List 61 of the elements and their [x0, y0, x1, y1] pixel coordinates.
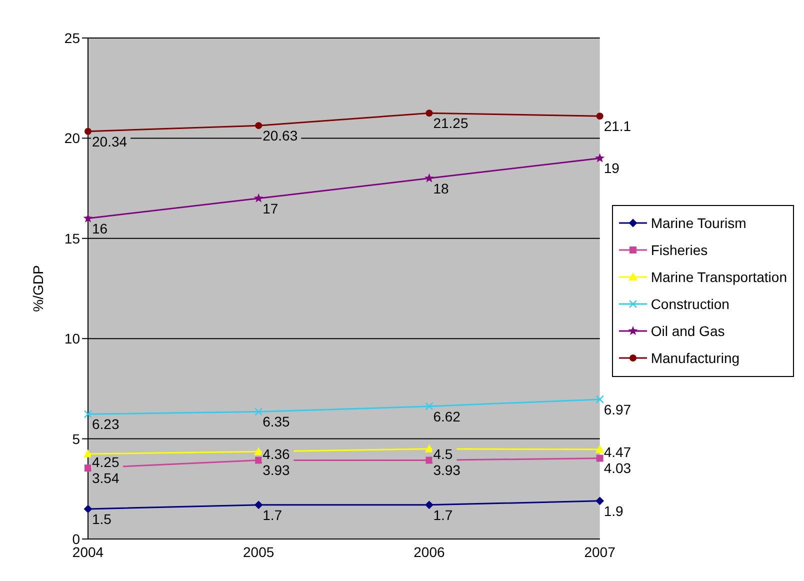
legend-label: Construction	[650, 296, 730, 312]
data-label: 6.23	[92, 416, 120, 432]
data-label: 4.25	[92, 454, 120, 470]
data-label: 4.5	[433, 446, 453, 462]
point	[426, 110, 433, 117]
data-label: 17	[262, 200, 278, 216]
data-label: 3.93	[433, 462, 461, 478]
point	[84, 504, 92, 513]
legend-label: Fisheries	[650, 242, 708, 258]
point	[84, 410, 92, 418]
legend-label: Marine Transportation	[650, 269, 787, 285]
data-label: 1.9	[604, 502, 624, 519]
data-label: 21.1	[604, 118, 632, 134]
legend-label: Manufacturing	[650, 350, 740, 366]
x-tick-label: 2005	[243, 544, 274, 560]
data-label: 4.03	[604, 460, 632, 476]
data-label: 6.97	[604, 401, 632, 418]
point	[84, 464, 92, 472]
point	[596, 496, 604, 505]
data-label: 1.7	[433, 506, 453, 523]
point	[596, 454, 604, 462]
point	[84, 128, 92, 135]
data-label: 4.36	[262, 446, 290, 462]
x-tick-label: 2006	[414, 544, 445, 560]
data-label: 4.47	[604, 444, 632, 460]
point	[84, 449, 92, 458]
data-label: 20.63	[262, 128, 298, 144]
data-label: 3.54	[92, 470, 120, 486]
data-label: 18	[433, 180, 449, 196]
y-tick-label: 5	[72, 430, 80, 447]
y-tick-label: 15	[64, 230, 80, 246]
point	[254, 408, 263, 416]
data-label: 1.5	[92, 510, 112, 527]
point	[425, 500, 434, 509]
y-tick-label: 25	[64, 30, 80, 46]
legend-label: Marine Tourism	[650, 215, 746, 231]
data-label: 16	[92, 220, 108, 236]
point	[595, 444, 604, 453]
data-label: 19	[604, 160, 620, 176]
data-label: 21.25	[433, 115, 468, 132]
point	[254, 500, 263, 509]
data-label: 20.34	[92, 133, 128, 150]
point	[596, 395, 604, 404]
legend-label: Oil and Gas	[650, 323, 725, 339]
data-label: 1.7	[262, 506, 282, 523]
data-label: 6.62	[433, 408, 461, 424]
point	[425, 402, 434, 410]
y-tick-label: 10	[64, 330, 80, 347]
point	[255, 122, 262, 130]
point	[255, 456, 262, 464]
point	[596, 112, 604, 120]
data-label: 3.93	[262, 462, 290, 478]
y-tick-label: 20	[64, 130, 80, 146]
point	[424, 173, 434, 182]
x-tick-label: 2007	[584, 544, 616, 560]
point	[426, 456, 433, 464]
point	[83, 213, 93, 222]
y-axis-title: %/GDP	[30, 265, 46, 312]
data-label: 6.35	[262, 414, 290, 430]
point	[595, 153, 605, 162]
point	[254, 193, 264, 202]
